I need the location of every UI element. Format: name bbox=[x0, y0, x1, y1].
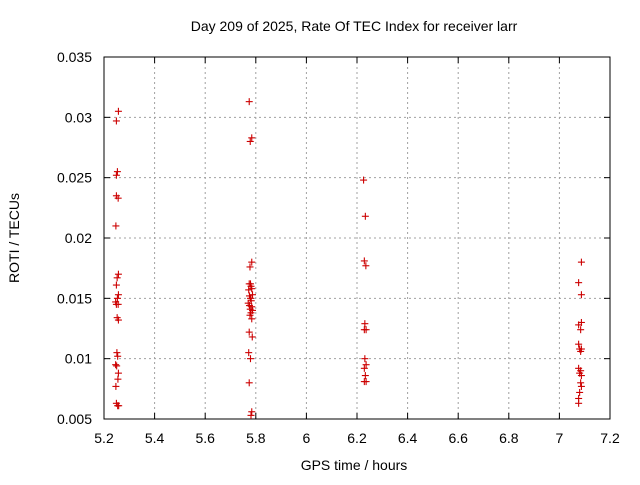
data-point bbox=[113, 294, 121, 302]
data-point bbox=[577, 258, 585, 266]
x-tick-label: 7 bbox=[556, 430, 564, 446]
data-point bbox=[112, 117, 120, 125]
data-point bbox=[247, 411, 255, 419]
data-point bbox=[114, 369, 122, 377]
grid bbox=[104, 57, 610, 419]
data-point bbox=[114, 107, 122, 115]
data-point bbox=[112, 281, 120, 289]
data-point bbox=[248, 285, 256, 293]
data-point bbox=[360, 176, 368, 184]
data-point bbox=[249, 291, 257, 299]
data-point bbox=[360, 364, 368, 372]
data-point bbox=[361, 212, 369, 220]
data-point bbox=[245, 379, 253, 387]
data-point bbox=[575, 340, 583, 348]
data-point bbox=[575, 399, 583, 407]
data-point bbox=[575, 279, 583, 287]
data-point bbox=[577, 291, 585, 299]
y-tick-label: 0.025 bbox=[57, 170, 92, 186]
data-point bbox=[246, 355, 254, 363]
data-point bbox=[115, 402, 123, 410]
data-point bbox=[362, 378, 370, 386]
y-tick-label: 0.01 bbox=[65, 351, 92, 367]
data-point bbox=[114, 291, 122, 299]
x-tick-label: 5.8 bbox=[246, 430, 266, 446]
plot-frame bbox=[103, 56, 611, 420]
data-point bbox=[246, 311, 254, 319]
data-point bbox=[245, 98, 253, 106]
data-point bbox=[248, 258, 256, 266]
data-point bbox=[576, 388, 584, 396]
data-point bbox=[248, 315, 256, 323]
x-tick-label: 6.8 bbox=[499, 430, 519, 446]
data-point bbox=[245, 328, 253, 336]
data-point bbox=[246, 263, 254, 271]
y-tick-label: 0.035 bbox=[57, 49, 92, 65]
data-point bbox=[114, 194, 122, 202]
y-tick-label: 0.03 bbox=[65, 109, 92, 125]
data-point bbox=[114, 375, 122, 383]
data-point bbox=[361, 372, 369, 380]
x-tick-label: 7.2 bbox=[600, 430, 620, 446]
axes: 5.2 5.4 5.6 5.8 6 6.2 6.4 6.6 6.8 7 7.2 0.005 0.01 0.… bbox=[57, 49, 620, 446]
data-point bbox=[577, 326, 585, 334]
y-axis-label: ROTI / TECUs bbox=[6, 193, 22, 283]
data-point bbox=[248, 134, 256, 142]
y-tick-label: 0.02 bbox=[65, 230, 92, 246]
data-point bbox=[362, 326, 370, 334]
x-tick-label: 5.4 bbox=[145, 430, 165, 446]
data-point bbox=[360, 257, 368, 265]
data-point bbox=[361, 320, 369, 328]
x-tick-label: 6 bbox=[303, 430, 311, 446]
data-point bbox=[114, 352, 122, 360]
y-tick-label: 0.005 bbox=[57, 411, 92, 427]
data-point bbox=[112, 382, 120, 390]
x-tick-label: 6.4 bbox=[398, 430, 418, 446]
data-point bbox=[361, 355, 369, 363]
data-point bbox=[577, 372, 585, 380]
data-point bbox=[245, 349, 253, 357]
x-tick-label: 6.2 bbox=[347, 430, 367, 446]
data-point bbox=[246, 137, 254, 145]
data-point bbox=[577, 382, 585, 390]
data-point bbox=[577, 347, 585, 355]
data-point bbox=[248, 408, 256, 416]
data-point bbox=[248, 333, 256, 341]
data-point bbox=[113, 168, 121, 176]
x-tick-label: 6.6 bbox=[448, 430, 468, 446]
data-point bbox=[114, 316, 122, 324]
chart-title: Day 209 of 2025, Rate Of TEC Index for r… bbox=[191, 18, 518, 34]
data-point bbox=[113, 362, 121, 370]
data-points bbox=[112, 98, 585, 419]
data-point bbox=[577, 379, 585, 387]
data-point bbox=[114, 300, 122, 308]
data-point bbox=[112, 222, 120, 230]
x-tick-label: 5.6 bbox=[195, 430, 215, 446]
x-tick-label: 5.2 bbox=[94, 430, 114, 446]
x-axis-label: GPS time / hours bbox=[301, 457, 408, 473]
data-point bbox=[575, 321, 583, 329]
data-point bbox=[112, 361, 120, 369]
data-point bbox=[113, 274, 121, 282]
y-tick-label: 0.015 bbox=[57, 290, 92, 306]
data-point bbox=[114, 270, 122, 278]
data-point bbox=[362, 262, 370, 270]
data-point bbox=[362, 361, 370, 369]
data-point bbox=[245, 286, 253, 294]
data-point bbox=[112, 171, 120, 179]
data-point bbox=[113, 349, 121, 357]
